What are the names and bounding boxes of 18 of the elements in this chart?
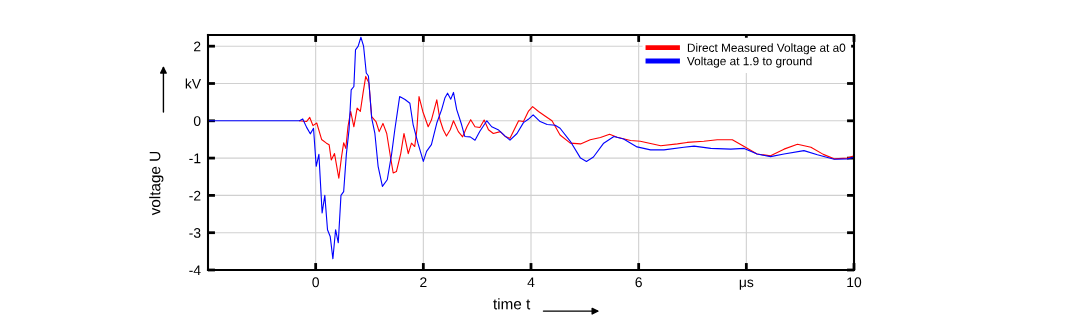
x-tick-label: 4 <box>527 277 535 288</box>
y-tick-label: -1 <box>189 153 201 164</box>
y-tick-label: 2 <box>194 41 201 52</box>
y-tick-label: 0 <box>193 116 201 126</box>
legend-label: Voltage at 1.9 to ground <box>686 56 812 68</box>
x-tick-label: 6 <box>635 277 642 288</box>
x-tick-label: 10 <box>847 277 862 288</box>
y-tick-label: -3 <box>189 228 201 238</box>
x-tick-label: 2 <box>420 277 427 288</box>
y-axis-title: voltage U <box>149 151 164 216</box>
y-tick-label: kV <box>185 78 201 89</box>
legend-label: Direct Measured Voltage at a0 <box>687 43 846 55</box>
x-tick-label: 0 <box>312 277 319 288</box>
y-tick-label: -2 <box>189 190 201 201</box>
x-axis-title: time t <box>493 298 531 310</box>
line-series <box>298 75 854 179</box>
y-tick-label: -4 <box>189 265 201 276</box>
x-tick-label: μs <box>739 279 754 290</box>
